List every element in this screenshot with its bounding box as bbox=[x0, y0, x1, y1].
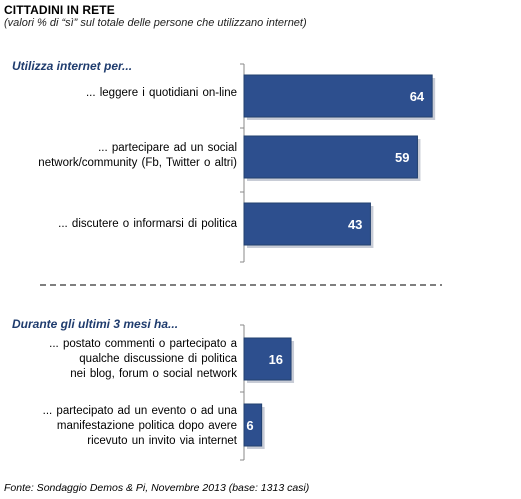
bar-value-label: 6 bbox=[246, 418, 253, 433]
bar-value-label: 43 bbox=[348, 217, 362, 232]
category-label-commenti: ... postato commenti o partecipato a qua… bbox=[49, 337, 237, 382]
bar bbox=[243, 135, 418, 179]
category-label-evento: ... partecipato ad un evento o ad una ma… bbox=[43, 404, 237, 449]
category-label-line: ... discutere o informarsi di politica bbox=[58, 218, 237, 230]
source-note: Fonte: Sondaggio Demos & Pi, Novembre 20… bbox=[4, 482, 310, 494]
chart-title: CITTADINI IN RETE bbox=[4, 3, 115, 17]
bar-value-label: 59 bbox=[395, 150, 409, 165]
category-label-line: ... leggere i quotidiani on-line bbox=[85, 87, 237, 99]
bar bbox=[243, 337, 292, 381]
bar bbox=[243, 403, 263, 447]
category-label-line: qualche discussione di politica bbox=[79, 353, 237, 365]
bar bbox=[243, 202, 371, 246]
category-label-line: ... partecipato ad un evento o ad una bbox=[42, 405, 237, 417]
category-label-line: ... postato commenti o partecipato a bbox=[49, 338, 237, 350]
bar-value-label: 64 bbox=[410, 89, 425, 104]
category-label-line: manifestazione politica dopo avere bbox=[56, 420, 237, 432]
category-label-quotidiani: ... leggere i quotidiani on-line bbox=[86, 86, 237, 101]
category-label-line: nei blog, forum o social network bbox=[70, 368, 237, 380]
category-label-line: ricevuto un invito via internet bbox=[87, 435, 237, 447]
chart-subtitle: (valori % di “sì” sul totale delle perso… bbox=[4, 17, 307, 29]
section-heading-usage: Utilizza internet per... bbox=[12, 59, 133, 73]
section-heading-last-3-months: Durante gli ultimi 3 mesi ha... bbox=[12, 317, 179, 331]
category-label-line: ... partecipare ad un social bbox=[98, 142, 237, 154]
category-label-politica: ... discutere o informarsi di politica bbox=[58, 217, 237, 232]
category-label-social-network: ... partecipare ad un social network/com… bbox=[38, 141, 237, 171]
bar-value-label: 16 bbox=[269, 352, 283, 367]
category-label-line: network/community (Fb, Twitter o altri) bbox=[38, 157, 237, 169]
bar bbox=[243, 74, 433, 118]
